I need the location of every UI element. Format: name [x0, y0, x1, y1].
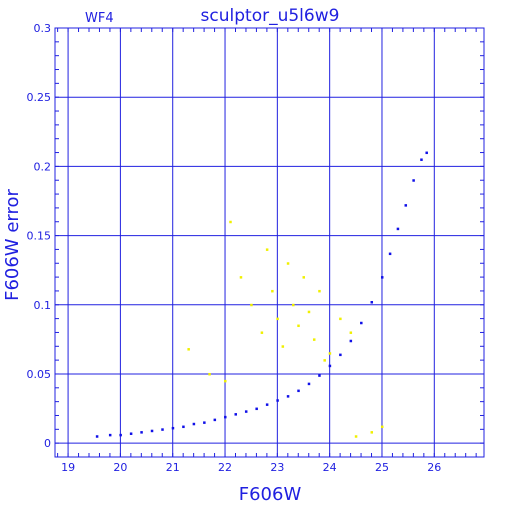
data-point-main	[412, 179, 415, 182]
data-point-outlier	[354, 435, 358, 438]
x-tick-label: 20	[113, 461, 127, 474]
data-point-main	[119, 433, 122, 437]
data-point-outlier	[260, 331, 264, 334]
data-point-main	[360, 321, 363, 325]
data-point-main	[140, 431, 143, 434]
data-point-main	[380, 276, 384, 279]
data-point-main	[192, 422, 196, 426]
data-point-outlier	[323, 359, 326, 362]
data-point-main	[129, 432, 133, 435]
data-point-outlier	[208, 372, 211, 376]
plot-frame	[54, 27, 485, 458]
data-point-outlier	[307, 310, 311, 314]
y-tick-label: 0.1	[34, 299, 52, 312]
data-point-outlier	[349, 331, 353, 334]
y-tick-label: 0	[44, 437, 51, 450]
data-point-outlier	[271, 289, 274, 293]
data-point-outlier	[229, 220, 232, 224]
x-tick-label: 23	[270, 461, 284, 474]
data-point-main	[182, 425, 185, 429]
data-point-main	[171, 426, 175, 430]
x-tick-label: 19	[61, 461, 75, 474]
data-point-outlier	[328, 352, 332, 355]
data-point-main	[150, 429, 154, 433]
data-point-outlier	[302, 276, 306, 279]
data-point-main	[349, 339, 353, 343]
data-point-outlier	[312, 338, 316, 341]
grid	[55, 27, 484, 457]
data-point-main	[404, 204, 408, 207]
y-tick-label: 0.3	[34, 22, 52, 35]
data-point-main	[339, 353, 342, 357]
data-point-main	[388, 252, 392, 256]
data-point-outlier	[224, 379, 227, 383]
x-tick-label: 22	[218, 461, 232, 474]
data-point-outlier	[292, 303, 295, 307]
data-point-outlier	[265, 248, 269, 251]
data-point-main	[234, 413, 237, 416]
y-tick-label: 0.25	[27, 91, 52, 104]
data-point-main	[95, 435, 99, 438]
data-point-main	[203, 421, 206, 424]
x-tick-label: 25	[375, 461, 389, 474]
data-point-main	[297, 389, 300, 393]
data-point-main	[286, 395, 290, 398]
data-point-main	[420, 158, 423, 161]
x-axis-label: F606W	[239, 484, 302, 505]
data-point-outlier	[297, 324, 300, 328]
data-points	[95, 151, 428, 438]
chart-title: sculptor_u5l6w9	[201, 6, 340, 26]
data-point-main	[213, 418, 217, 422]
tick-labels: 19 20 21 22 23 24 25 26 0 0.05 0.1 0.15 0.2 0.25 0.3	[27, 22, 442, 474]
data-point-outlier	[286, 262, 290, 265]
y-tick-label: 0.15	[27, 230, 52, 243]
data-point-outlier	[370, 431, 374, 434]
data-point-main	[265, 403, 269, 406]
data-point-main	[425, 151, 428, 155]
data-point-outlier	[380, 425, 384, 429]
data-point-outlier	[339, 317, 342, 321]
data-point-main	[161, 428, 164, 431]
panel-label: WF4	[85, 11, 114, 26]
data-point-main	[396, 227, 400, 231]
data-point-main	[328, 364, 332, 368]
x-tick-label: 26	[427, 461, 441, 474]
data-point-outlier	[239, 276, 243, 279]
x-tick-label: 21	[166, 461, 180, 474]
y-tick-label: 0.2	[34, 160, 52, 173]
data-point-outlier	[281, 345, 285, 348]
data-point-main	[108, 433, 112, 437]
data-point-outlier	[276, 317, 279, 321]
tick-marks	[55, 27, 484, 458]
y-tick-label: 0.05	[27, 368, 52, 381]
y-axis-label: F606W error	[2, 189, 23, 301]
data-point-main	[318, 374, 321, 377]
data-point-outlier	[187, 348, 190, 351]
data-point-main	[244, 410, 248, 413]
data-point-outlier	[250, 303, 253, 307]
data-point-main	[276, 399, 279, 402]
data-point-outlier	[318, 289, 321, 293]
data-point-main	[224, 415, 227, 419]
data-point-main	[307, 382, 311, 386]
data-point-main	[370, 301, 374, 304]
data-point-main	[255, 407, 258, 411]
x-tick-label: 24	[323, 461, 337, 474]
